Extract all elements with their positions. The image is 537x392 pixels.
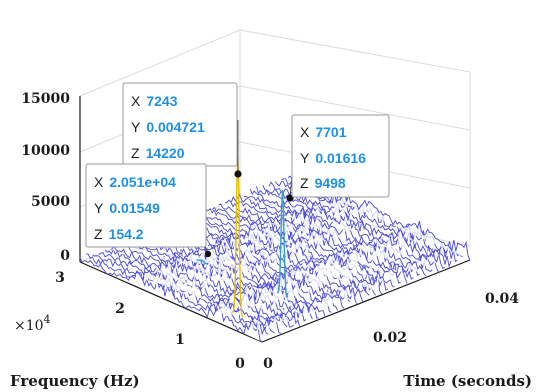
spectrum-line: [180, 217, 364, 302]
datatip-value: 154.2: [109, 226, 144, 242]
spectrum-line: [256, 186, 439, 273]
waterfall-lines: [79, 175, 471, 343]
datatip-key: Y: [131, 119, 141, 135]
datatip-marker[interactable]: [204, 250, 212, 258]
datatip-marker[interactable]: [234, 170, 242, 178]
peak-line: [196, 258, 208, 265]
axis-lines: [79, 96, 471, 343]
datatip-box: [85, 163, 207, 248]
freq-tick-label: 3: [55, 270, 65, 286]
datatip-key: X: [94, 174, 104, 190]
z-tick-label: 15000: [21, 91, 70, 107]
time-tick-label: 0.04: [485, 291, 519, 307]
y-axis-label: Time (seconds): [403, 372, 532, 390]
datatip-line: Y 0.01549: [94, 200, 160, 216]
datatip-line: X 2.051e+04: [94, 174, 176, 190]
freq-tick-label: 0: [235, 356, 245, 372]
datatip[interactable]: X 7243 Y 0.004721 Z 14220: [122, 82, 238, 167]
datatip-key: Z: [131, 145, 140, 161]
datatip-key: Z: [300, 175, 309, 191]
datatip-key: Y: [300, 150, 310, 166]
spectrum-line: [86, 253, 269, 336]
z-tick-label: 10000: [21, 143, 70, 159]
datatip-line: Y 0.01616: [300, 150, 366, 166]
z-tick-label: 0: [60, 248, 70, 264]
datatip-line: Z 14220: [131, 145, 185, 161]
datatip-key: X: [131, 93, 141, 109]
datatip-value: 7701: [315, 124, 346, 140]
datatip[interactable]: X 2.051e+04 Y 0.01549 Z 154.2: [85, 163, 207, 248]
datatip-line: X 7243: [131, 93, 178, 109]
datatip-line: X 7701: [300, 124, 347, 140]
freq-axis-line: [79, 261, 263, 343]
time-tick-label: 0.02: [373, 330, 407, 346]
datatip-value: 0.004721: [146, 119, 205, 135]
datatip-value: 7243: [146, 93, 177, 109]
spectrum-line: [268, 181, 452, 269]
datatip-value: 14220: [146, 145, 185, 161]
freq-multiplier: ×104: [14, 313, 51, 334]
x-axis-label: Frequency (Hz): [10, 372, 140, 390]
grid-z-10000-right: [239, 85, 471, 131]
freq-tick-label: 2: [115, 301, 125, 317]
datatip-key: Z: [94, 226, 103, 242]
datatip-box: [291, 114, 390, 198]
datatip-value: 2.051e+04: [109, 174, 176, 190]
datatip-value: 0.01616: [315, 150, 366, 166]
datatip-key: X: [300, 124, 310, 140]
datatip-line: Y 0.004721: [131, 119, 205, 135]
datatip-line: Z 9498: [300, 175, 346, 191]
spectrum-line: [111, 245, 294, 328]
datatip[interactable]: X 7701 Y 0.01616 Z 9498: [291, 114, 390, 198]
spectrum-line: [130, 238, 313, 320]
time-tick-label: 0: [263, 356, 273, 372]
peak-line: [276, 189, 289, 298]
datatip-line: Z 154.2: [94, 226, 144, 242]
spectrum-line: [92, 254, 275, 334]
datatip-value: 0.01549: [109, 200, 160, 216]
z-tick-label: 5000: [31, 194, 70, 210]
freq-multiplier-exp: 4: [44, 313, 51, 326]
spectrum-line: [136, 235, 319, 319]
freq-tick-label: 1: [175, 332, 185, 348]
spectrum-line: [243, 195, 427, 277]
time-axis-line: [261, 259, 471, 343]
freq-multiplier-base: ×10: [14, 318, 44, 334]
datatip-value: 9498: [315, 175, 346, 191]
datatip-key: Y: [94, 200, 104, 216]
